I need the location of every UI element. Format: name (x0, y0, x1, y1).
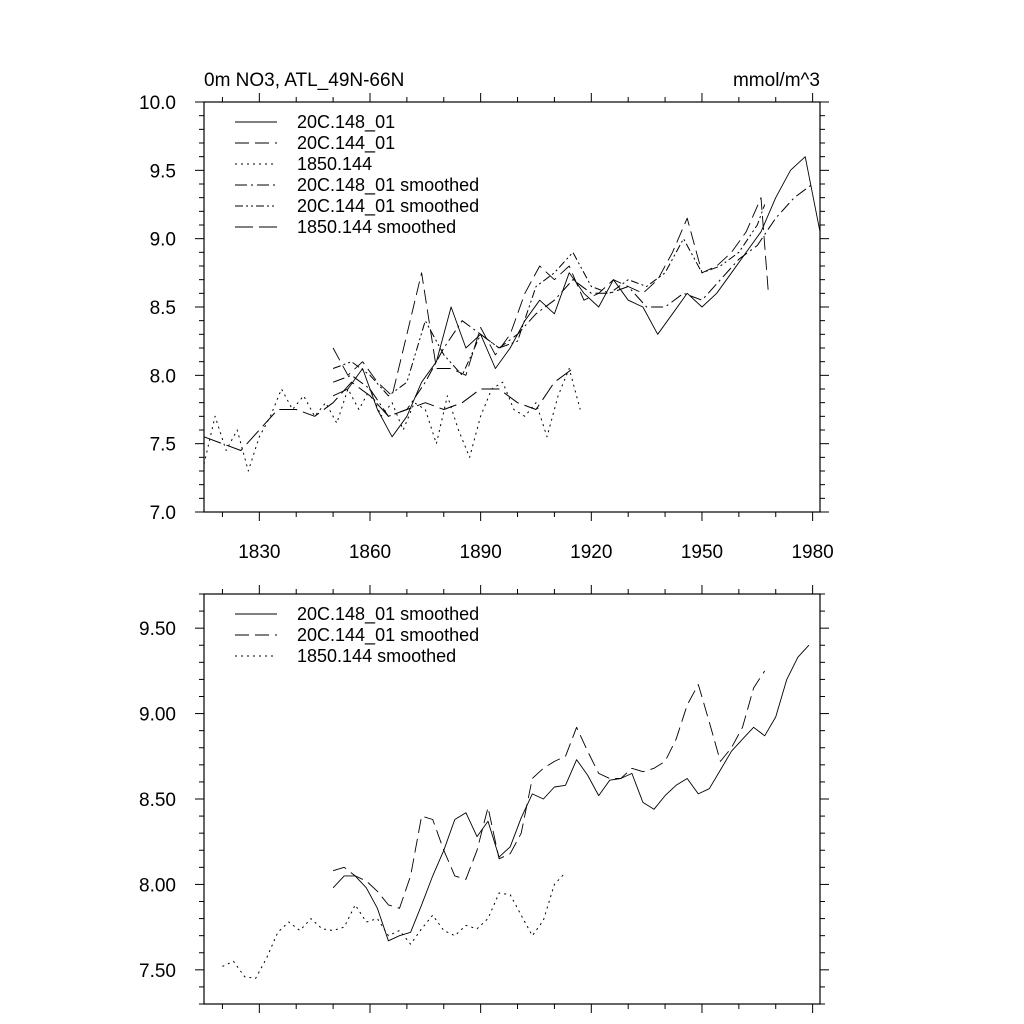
legend-label-1850-144-smoothed: 1850.144 smoothed (297, 646, 456, 666)
y-tick-label: 7.0 (150, 503, 176, 524)
y-tick-label: 7.5 (150, 435, 176, 456)
x-tick-label: 1830 (238, 542, 280, 563)
legend-label-20c-144-01-smoothed: 20C.144_01 smoothed (297, 196, 479, 217)
y-tick-label: 7.50 (139, 961, 176, 982)
series-line-20c-148-01-smoothed (332, 183, 813, 417)
legend-label-20c-144-01: 20C.144_01 (297, 133, 395, 154)
y-tick-label: 8.50 (139, 790, 176, 811)
x-tick-label: 1860 (349, 542, 391, 563)
series-line-20c-144-01-smoothed (332, 204, 766, 397)
y-tick-label: 8.00 (139, 875, 176, 896)
legend-label-20c-148-01: 20C.148_01 (297, 112, 395, 133)
top-chart-ticks: 1830 1860 1890 1920 1950 1980 7.0 7.5 8.0 8.5 9.0 9… (139, 93, 834, 563)
series-line-20c-144-01-smoothed (332, 670, 766, 909)
bottom-chart-ticks: 7.50 8.00 8.50 9.00 9.50 (139, 585, 829, 1013)
legend-label-20c-148-01-smoothed: 20C.148_01 smoothed (297, 175, 479, 196)
x-tick-label: 1980 (791, 542, 833, 563)
series-line-1850-144-smoothed (222, 872, 566, 979)
y-tick-label: 8.0 (150, 366, 176, 387)
top-chart-title: 0m NO3, ATL_49N-66N (204, 70, 404, 91)
y-tick-label: 9.5 (150, 161, 176, 182)
top-chart-units-label: mmol/m^3 (733, 70, 820, 91)
x-tick-label: 1890 (460, 542, 502, 563)
series-line-1850-144 (203, 368, 581, 472)
y-tick-label: 9.50 (139, 619, 176, 640)
legend-label-1850-144-smoothed: 1850.144 smoothed (297, 217, 456, 237)
y-tick-label: 9.00 (139, 705, 176, 726)
bottom-chart-panel: 7.50 8.00 8.50 9.00 9.50 20C.148_01 smoothed… (139, 585, 829, 1013)
legend-label-1850-144: 1850.144 (297, 154, 372, 174)
series-line-20c-148-01-smoothed (332, 644, 810, 942)
legend-label-20c-148-01-smoothed: 20C.148_01 smoothed (297, 604, 479, 625)
y-tick-label: 9.0 (150, 230, 176, 251)
top-chart-panel: 0m NO3, ATL_49N-66N mmol/m^3 1830 1860 189… (139, 70, 834, 563)
x-tick-label: 1920 (570, 542, 612, 563)
legend-label-20c-144-01-smoothed: 20C.144_01 smoothed (297, 625, 479, 646)
y-tick-label: 10.0 (139, 93, 176, 114)
top-chart-series (203, 156, 821, 472)
x-tick-label: 1950 (681, 542, 723, 563)
bottom-chart-series (222, 644, 810, 979)
series-line-1850-144-smoothed (203, 368, 574, 451)
y-tick-label: 8.5 (150, 298, 176, 319)
